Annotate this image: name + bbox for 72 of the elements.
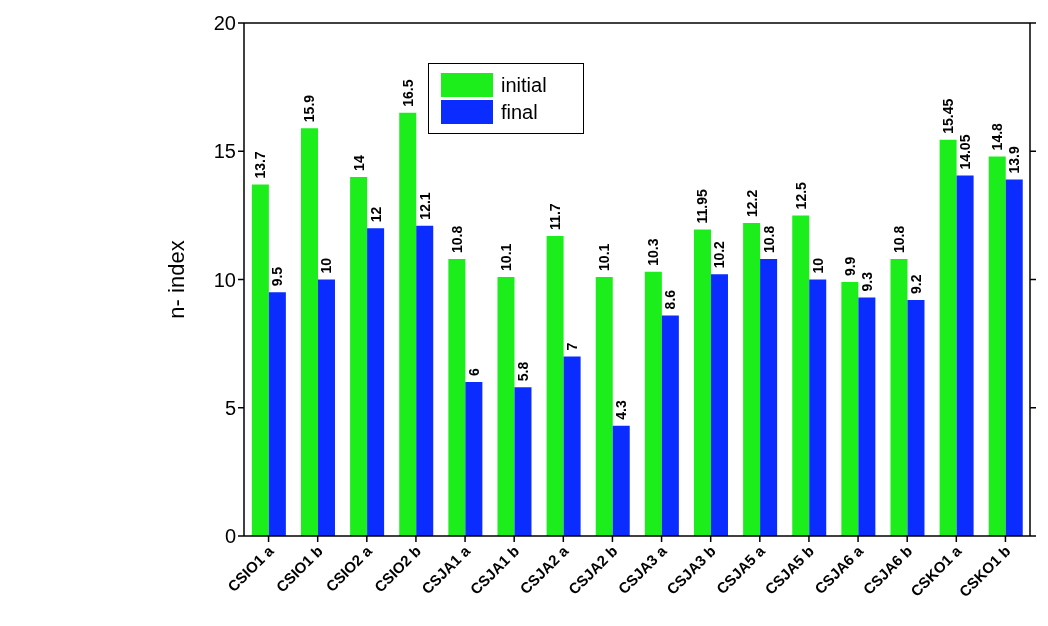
y-axis-title: n- index xyxy=(163,240,189,319)
bar xyxy=(514,387,532,536)
y-tick-label: 10 xyxy=(213,268,236,291)
bar xyxy=(1005,179,1023,536)
data-label: 5.8 xyxy=(514,361,531,382)
data-label: 10.8 xyxy=(448,225,465,253)
data-label: 10.3 xyxy=(645,238,662,266)
bar xyxy=(890,258,908,536)
y-tick-label: 15 xyxy=(213,140,236,163)
bar xyxy=(858,297,876,536)
bar xyxy=(644,271,662,536)
data-label: 6 xyxy=(465,368,482,377)
data-label: 14.8 xyxy=(989,122,1006,151)
bar xyxy=(710,274,728,536)
data-label: 14.05 xyxy=(957,134,974,170)
legend-label: initial xyxy=(501,73,547,97)
bar xyxy=(367,228,385,536)
bar xyxy=(956,175,974,536)
data-label: 9.9 xyxy=(841,256,858,277)
bar xyxy=(661,315,679,536)
data-label: 12.2 xyxy=(743,189,760,218)
y-tick-label: 5 xyxy=(224,396,236,419)
data-label: 12 xyxy=(367,206,384,223)
data-label: 11.95 xyxy=(694,189,711,224)
bar xyxy=(399,112,417,536)
bar xyxy=(988,156,1006,536)
data-label: 12.5 xyxy=(792,181,809,210)
bar xyxy=(760,258,778,536)
bar xyxy=(416,225,434,536)
data-label: 9.3 xyxy=(858,271,875,292)
data-label: 10.8 xyxy=(760,225,777,253)
bar xyxy=(841,282,859,536)
data-label: 9.5 xyxy=(269,266,286,287)
bar xyxy=(939,139,957,536)
data-label: 14 xyxy=(350,155,367,171)
data-label: 10 xyxy=(318,257,335,274)
data-label: 10.1 xyxy=(596,243,613,271)
bar xyxy=(595,276,613,536)
data-label: 10 xyxy=(809,257,826,274)
bar xyxy=(465,382,483,536)
data-label: 9.2 xyxy=(907,274,924,295)
data-label: 10.8 xyxy=(890,225,907,253)
bar xyxy=(612,425,630,536)
data-label: 8.6 xyxy=(662,289,679,310)
legend-label: final xyxy=(501,100,538,124)
data-label: 15.9 xyxy=(301,94,318,123)
data-label: 4.3 xyxy=(613,400,630,420)
bar xyxy=(350,176,368,536)
data-label: 12.1 xyxy=(416,192,433,220)
data-label: 16.5 xyxy=(399,79,416,107)
data-label: 15.45 xyxy=(940,98,957,134)
bar xyxy=(693,229,711,536)
y-tick-label: 20 xyxy=(213,12,236,35)
bar xyxy=(317,279,335,536)
data-label: 7 xyxy=(564,342,581,351)
bar xyxy=(792,215,810,536)
bar xyxy=(809,279,827,536)
data-label: 11.7 xyxy=(547,203,564,230)
bar xyxy=(497,276,515,536)
bar xyxy=(546,235,564,536)
bar xyxy=(563,356,581,536)
bar xyxy=(907,300,925,536)
bar xyxy=(448,258,466,536)
bar xyxy=(268,292,286,536)
bar xyxy=(251,184,269,536)
data-label: 10.2 xyxy=(711,240,728,269)
data-label: 10.1 xyxy=(497,243,514,271)
data-label: 13.9 xyxy=(1006,146,1023,174)
y-tick-label: 0 xyxy=(224,525,236,548)
data-label: 13.7 xyxy=(252,151,269,179)
bar xyxy=(743,223,761,536)
bar xyxy=(300,128,318,536)
